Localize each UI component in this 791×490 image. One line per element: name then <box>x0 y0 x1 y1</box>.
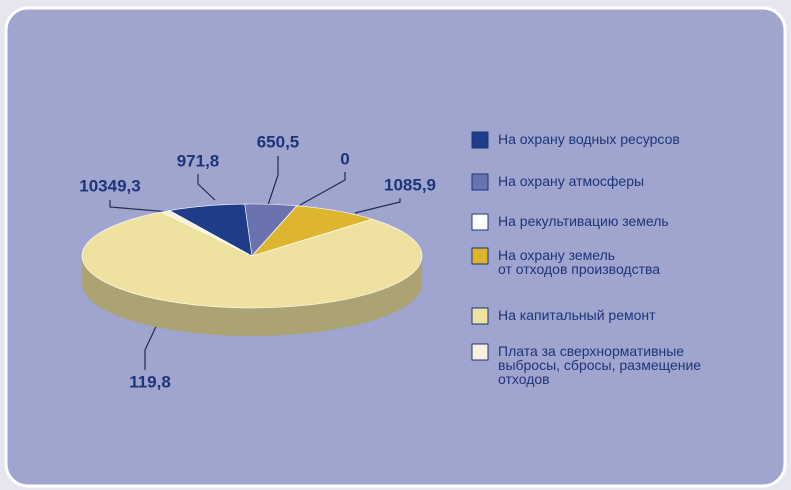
data-label: 0 <box>340 149 349 168</box>
legend-swatch <box>471 343 489 361</box>
data-label: 119,8 <box>129 372 171 391</box>
legend-swatch <box>471 173 489 191</box>
leader-lines <box>109 156 401 370</box>
legend-line: На охрану водных ресурсов <box>498 131 680 147</box>
legend-line: На капитальный ремонт <box>498 307 656 323</box>
legend-line: отходов <box>498 371 550 387</box>
legend-label: На охрану атмосферы <box>498 173 644 189</box>
legend-line: от отходов производства <box>498 261 660 277</box>
legend-label: На капитальный ремонт <box>498 307 656 323</box>
data-label: 1085,9 <box>384 175 436 194</box>
legend-line: На охрану атмосферы <box>498 173 644 189</box>
data-label: 650,5 <box>257 132 300 151</box>
data-label: 971,8 <box>177 151 220 170</box>
legend-swatch <box>471 307 489 325</box>
legend-line: На рекультивацию земель <box>498 213 669 229</box>
legend-swatch <box>471 247 489 265</box>
legend-label: На охрану водных ресурсов <box>498 131 680 147</box>
slice-side <box>82 256 422 336</box>
slice <box>160 210 253 257</box>
legend-line: выбросы, сбросы, размещение <box>498 357 701 373</box>
legend-label: На охрану земель от отходов производства <box>498 247 660 277</box>
legend-swatch <box>471 213 489 231</box>
legend-line: Плата за сверхнормативные <box>498 343 684 359</box>
legend-label: На рекультивацию земель <box>498 213 669 229</box>
legend-label: Плата за сверхнормативные выбросы, сбросы… <box>498 343 701 387</box>
slice <box>81 211 423 309</box>
legend-line: На охрану земель <box>498 247 615 263</box>
slice <box>251 205 374 257</box>
data-label: 10349,3 <box>79 176 140 195</box>
legend-swatch <box>471 131 489 149</box>
